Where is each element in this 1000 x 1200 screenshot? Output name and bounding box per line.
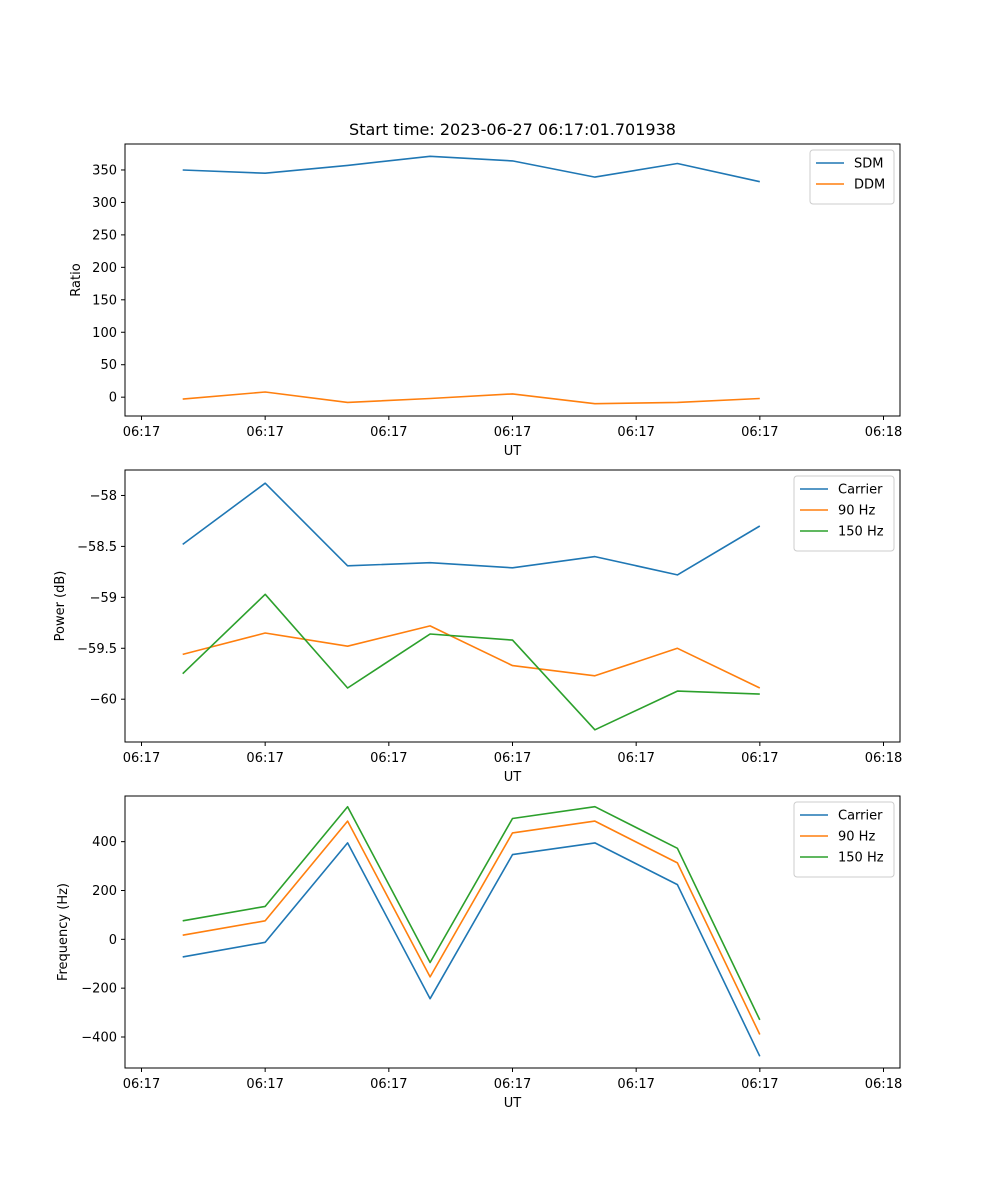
y-tick-label: −200 — [81, 982, 117, 997]
x-axis-label: UT — [504, 1096, 522, 1111]
y-tick-label: −59 — [90, 591, 117, 606]
y-tick-label: 200 — [92, 884, 117, 899]
y-tick-label: 200 — [92, 261, 117, 276]
y-tick-label: 300 — [92, 196, 117, 211]
x-tick-label: 06:17 — [246, 1077, 283, 1092]
x-tick-label: 06:17 — [741, 1077, 778, 1092]
x-tick-label: 06:17 — [370, 425, 407, 440]
legend: SDM DDM — [809, 149, 895, 205]
x-tick-label: 06:17 — [494, 751, 531, 766]
x-axis-label: UT — [504, 770, 522, 785]
x-tick-label: 06:17 — [617, 425, 654, 440]
y-tick-label: 100 — [92, 326, 117, 341]
chart-title: Start time: 2023-06-27 06:17:01.701938 — [349, 120, 676, 139]
y-tick-label: 150 — [92, 293, 117, 308]
y-axis-label: Power (dB) — [53, 571, 68, 642]
x-tick-label: 06:17 — [494, 1077, 531, 1092]
chart-panel-2: 06:17 06:17 06:17 06:17 06:17 06:17 06:18 −58 −5… — [53, 469, 902, 785]
x-tick-label: 06:18 — [865, 1077, 902, 1092]
legend-entry: DDM — [854, 178, 885, 193]
series-line-90-hz — [182, 625, 761, 689]
series-line-ddm — [182, 391, 760, 405]
legend-entry: Carrier — [838, 809, 883, 824]
x-tick-label: 06:17 — [617, 751, 654, 766]
series-line-carrier — [182, 842, 761, 1057]
y-tick-label: −400 — [81, 1030, 117, 1045]
x-tick-label: 06:17 — [741, 425, 778, 440]
legend: Carrier 90 Hz 150 Hz — [793, 475, 895, 552]
y-axis-label: Ratio — [69, 263, 84, 296]
x-tick-label: 06:17 — [370, 751, 407, 766]
x-tick-label: 06:17 — [123, 1077, 160, 1092]
axes-frame — [124, 795, 901, 1069]
y-tick-label: −58 — [90, 489, 117, 504]
x-axis-label: UT — [504, 444, 522, 459]
chart-panel-3: 06:17 06:17 06:17 06:17 06:17 06:17 06:18 400 20… — [56, 795, 902, 1111]
y-tick-label: 0 — [109, 933, 117, 948]
x-tick-label: 06:17 — [246, 425, 283, 440]
legend-entry: 90 Hz — [838, 504, 875, 519]
legend-box — [793, 475, 895, 552]
legend-entry: 150 Hz — [838, 525, 884, 540]
x-tick-label: 06:17 — [370, 1077, 407, 1092]
series-line-150-hz — [182, 805, 761, 1021]
legend-entry: 90 Hz — [838, 830, 875, 845]
axes-frame — [124, 469, 901, 743]
y-tick-label: −58.5 — [77, 540, 117, 555]
y-tick-label: 250 — [92, 228, 117, 243]
y-axis-label: Frequency (Hz) — [56, 883, 71, 981]
series-line-carrier — [182, 482, 761, 576]
y-tick-label: 50 — [100, 358, 117, 373]
x-tick-label: 06:17 — [123, 425, 160, 440]
x-tick-label: 06:17 — [741, 751, 778, 766]
y-tick-label: 0 — [109, 391, 117, 406]
series-line-150-hz — [182, 593, 760, 731]
legend-entry: SDM — [854, 157, 883, 172]
legend-box — [793, 801, 895, 878]
legend-entry: 150 Hz — [838, 851, 884, 866]
x-tick-label: 06:18 — [865, 751, 902, 766]
y-tick-label: −60 — [90, 693, 117, 708]
series-line-90-hz — [182, 820, 761, 1035]
y-tick-label: −59.5 — [77, 642, 117, 657]
x-tick-label: 06:17 — [123, 751, 160, 766]
x-tick-label: 06:17 — [246, 751, 283, 766]
x-tick-label: 06:18 — [865, 425, 902, 440]
x-tick-label: 06:17 — [617, 1077, 654, 1092]
x-tick-label: 06:17 — [494, 425, 531, 440]
axes-frame — [124, 143, 901, 417]
legend: Carrier 90 Hz 150 Hz — [793, 801, 895, 878]
legend-entry: Carrier — [838, 483, 883, 498]
y-tick-label: 400 — [92, 835, 117, 850]
series-line-sdm — [182, 155, 760, 183]
chart-panel-1: Start time: 2023-06-27 06:17:01.701938 06… — [69, 120, 902, 459]
y-tick-label: 350 — [92, 163, 117, 178]
